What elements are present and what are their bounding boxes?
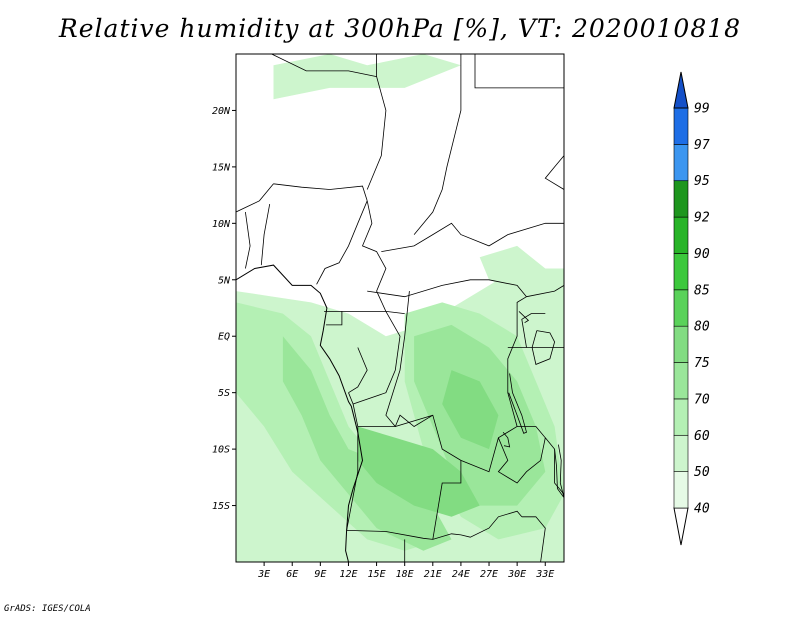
country-border (271, 54, 377, 77)
country-border (348, 311, 401, 405)
border-layer (236, 54, 564, 562)
country-border (346, 510, 523, 540)
country-border (526, 285, 564, 298)
lon-tick-label: 6E (286, 569, 298, 580)
country-border (367, 279, 527, 298)
colorbar-segment (673, 216, 689, 254)
lake-outline (531, 330, 556, 365)
lat-tick-label: 20N (212, 106, 231, 117)
chart-title: Relative humidity at 300hPa [%], VT: 202… (58, 14, 742, 43)
colorbar-segment (673, 398, 689, 436)
colorbar-segment (673, 289, 689, 327)
lat-tick-label: EQ (218, 332, 230, 343)
lake-outline (554, 444, 564, 498)
colorbar-segment (673, 107, 689, 145)
lat-tick-label: 15N (212, 162, 231, 173)
map-frame (235, 53, 565, 563)
country-border (316, 200, 368, 285)
colorbar-label: 92 (694, 211, 710, 226)
colorbar-label: 75 (694, 356, 710, 371)
lon-tick-label: 21E (424, 569, 442, 580)
colorbar-label: 70 (694, 392, 710, 407)
humidity-region-75 (357, 426, 480, 517)
colorbar-label: 80 (694, 320, 710, 335)
lon-tick-label: 24E (452, 569, 470, 580)
country-border (348, 347, 368, 394)
country-border (324, 310, 343, 326)
country-border (544, 155, 564, 190)
country-border (474, 54, 564, 89)
lon-tick-label: 30E (507, 569, 526, 580)
lake-outline (508, 373, 527, 434)
country-border (432, 460, 462, 540)
country-border (245, 211, 251, 269)
lon-tick-label: 18E (396, 569, 414, 580)
colorbar-label: 85 (694, 283, 710, 298)
lat-tick-label: 5S (218, 388, 230, 399)
country-border (381, 222, 564, 252)
country-border (366, 54, 387, 190)
humidity-region-75 (442, 370, 499, 450)
humidity-fill-layer (236, 54, 564, 562)
credit-label: GrADS: IGES/COLA (4, 604, 91, 614)
country-border (357, 414, 434, 427)
colorbar-segment (673, 71, 689, 109)
colorbar-segment (673, 434, 689, 472)
country-border (273, 183, 368, 201)
country-border (236, 183, 274, 213)
colorbar-label: 90 (694, 247, 710, 262)
country-border (521, 516, 546, 562)
colorbar-label: 95 (694, 174, 710, 189)
colorbar-segment (673, 362, 689, 400)
colorbar-segment (673, 180, 689, 218)
lat-tick-label: 5N (218, 275, 231, 286)
lat-tick-label: 10S (212, 445, 230, 456)
lon-tick-label: 15E (368, 569, 386, 580)
colorbar-segment (673, 144, 689, 182)
colorbar-label: 40 (694, 502, 710, 517)
colorbar-label: 60 (694, 429, 710, 444)
colorbar: 40 50 60 70 75 80 85 90 92 95 97 99 (673, 71, 710, 546)
lon-tick-label: 27E (480, 569, 498, 580)
colorbar-label: 99 (694, 102, 710, 117)
lake-outline (518, 311, 530, 324)
colorbar-label: 97 (694, 138, 710, 153)
country-border (341, 310, 405, 314)
coastline (236, 264, 364, 562)
map-axes: 20N 15N 10N 5N EQ 5S 10S 15S 3E 6E 9E 12E 15E 18E 21E 2… (212, 106, 554, 580)
country-border (413, 54, 462, 235)
lon-tick-label: 9E (314, 569, 326, 580)
colorbar-segment (673, 253, 689, 291)
country-border (497, 426, 546, 484)
humidity-region-50 (273, 54, 461, 100)
lat-tick-label: 10N (212, 219, 231, 230)
lon-tick-label: 3E (257, 569, 270, 580)
colorbar-segment (673, 325, 689, 363)
lon-tick-label: 12E (339, 569, 357, 580)
lat-tick-label: 15S (212, 501, 230, 512)
country-border (346, 403, 359, 531)
colorbar-segment (673, 507, 689, 546)
country-border (361, 200, 387, 312)
lon-tick-label: 33E (535, 569, 554, 580)
colorbar-label: 50 (694, 465, 710, 480)
country-border (544, 437, 564, 495)
country-border (521, 313, 546, 348)
colorbar-segment (673, 471, 689, 509)
lake-outline (502, 431, 511, 448)
country-border (260, 204, 271, 266)
humidity-region-50 (479, 245, 564, 292)
